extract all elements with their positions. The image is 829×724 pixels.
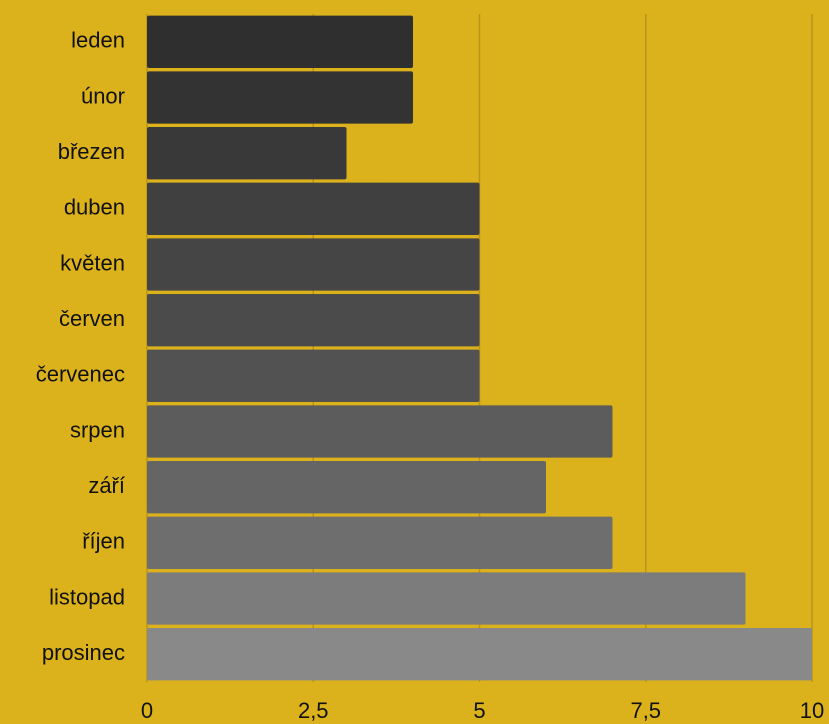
y-tick-label: květen (60, 250, 125, 275)
y-tick-label: září (88, 473, 125, 498)
bar (147, 349, 480, 402)
y-tick-label: červen (59, 306, 125, 331)
y-tick-label: duben (64, 195, 125, 220)
y-tick-label: prosinec (42, 640, 125, 665)
x-tick-label: 2,5 (298, 698, 329, 723)
bar (147, 127, 347, 180)
y-tick-label: leden (71, 28, 125, 53)
bar (147, 628, 812, 681)
y-tick-label: březen (58, 139, 125, 164)
bar (147, 182, 480, 235)
y-tick-label: říjen (82, 529, 125, 554)
bar (147, 238, 480, 291)
y-tick-label: srpen (70, 417, 125, 442)
x-tick-label: 7,5 (630, 698, 661, 723)
x-tick-label: 10 (800, 698, 824, 723)
y-tick-label: únor (81, 83, 125, 108)
bar (147, 516, 613, 569)
bar (147, 405, 613, 458)
x-tick-label: 0 (141, 698, 153, 723)
y-tick-label: červenec (36, 362, 125, 387)
x-tick-label: 5 (473, 698, 485, 723)
bar (147, 461, 546, 514)
bar (147, 294, 480, 347)
bar (147, 572, 746, 625)
bar (147, 71, 413, 124)
bar (147, 15, 413, 68)
y-tick-label: listopad (49, 584, 125, 609)
